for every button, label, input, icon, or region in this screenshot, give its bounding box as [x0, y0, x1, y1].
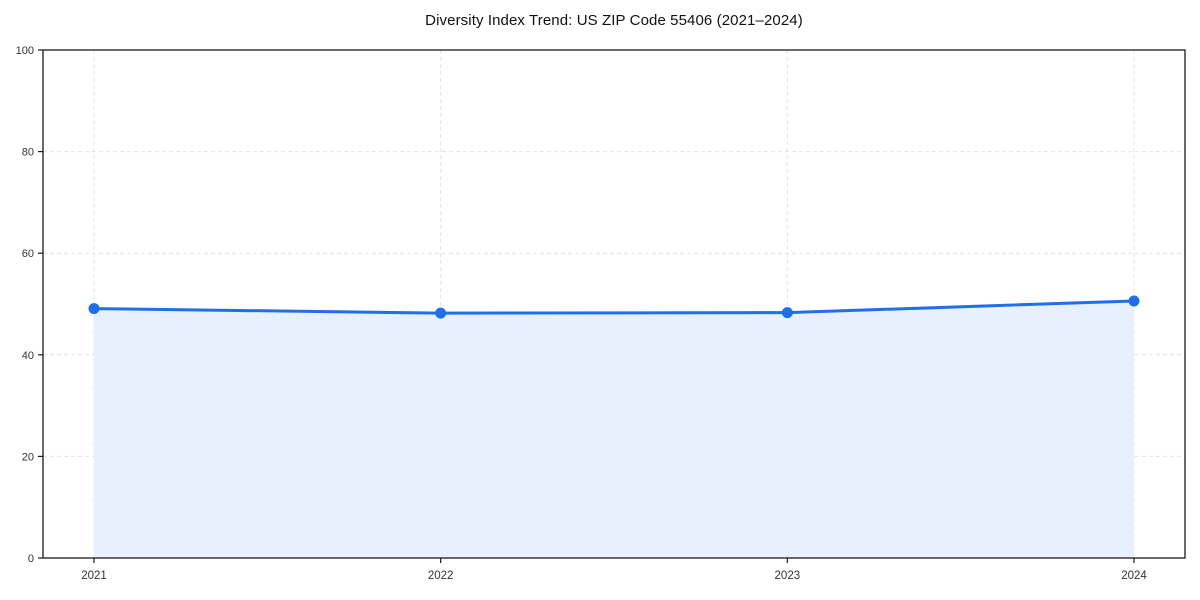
plot-border — [42, 49, 1186, 559]
y-tick-label: 60 — [22, 248, 34, 260]
data-point — [1128, 295, 1140, 307]
x-tick-label: 2024 — [1121, 570, 1147, 582]
y-tick-label: 20 — [22, 451, 34, 463]
data-point — [781, 307, 793, 319]
x-tick-label: 2023 — [775, 570, 801, 582]
y-tick-label: 0 — [28, 553, 34, 565]
data-point — [435, 307, 447, 319]
trend-line — [92, 299, 1136, 315]
y-tick-label: 80 — [22, 147, 34, 159]
area-fill — [94, 300, 1134, 558]
x-tick-label: 2022 — [428, 570, 454, 582]
x-tick-label: 2021 — [81, 570, 107, 582]
data-point — [88, 303, 100, 315]
y-tick-label: 40 — [22, 350, 34, 362]
y-tick-label: 100 — [16, 45, 34, 57]
chart-title: Diversity Index Trend: US ZIP Code 55406… — [425, 12, 803, 29]
